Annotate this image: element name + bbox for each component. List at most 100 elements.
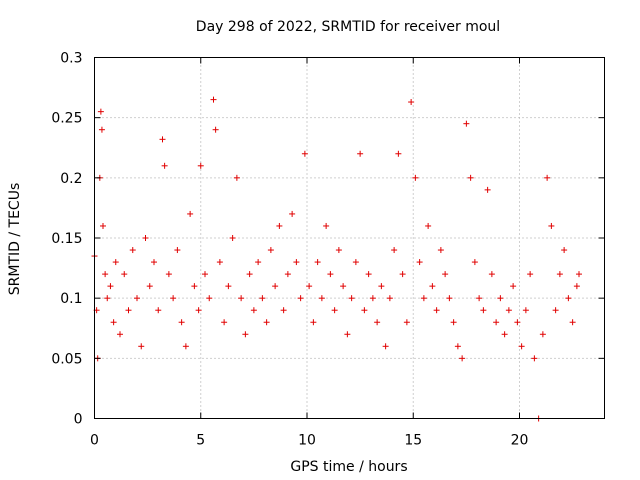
data-point: [138, 343, 145, 350]
data-point: [437, 247, 444, 254]
data-point: [104, 295, 111, 302]
data-point: [195, 307, 202, 314]
x-tick-labels: 0 5 10 15 20: [90, 433, 528, 449]
data-point: [348, 295, 355, 302]
data-point: [505, 307, 512, 314]
data-point: [497, 295, 504, 302]
data-point: [151, 259, 157, 266]
data-point: [416, 259, 423, 266]
data-point: [442, 271, 449, 278]
data-point: [374, 319, 381, 326]
data-points: [91, 96, 582, 422]
data-point: [246, 271, 253, 278]
data-point: [165, 271, 172, 278]
data-point: [259, 295, 266, 302]
data-point: [463, 120, 470, 127]
data-point: [297, 295, 304, 302]
data-point: [357, 150, 364, 157]
data-point: [170, 295, 177, 302]
data-point: [267, 247, 274, 254]
x-tick-label: 15: [404, 433, 422, 449]
data-point: [318, 295, 325, 302]
data-point: [210, 96, 217, 103]
data-point: [493, 319, 500, 326]
data-point: [488, 271, 495, 278]
data-point: [146, 283, 153, 290]
data-point: [467, 174, 474, 181]
chart-title: Day 298 of 2022, SRMTID for receiver mou…: [196, 19, 500, 35]
x-tick-label: 5: [196, 433, 205, 449]
data-point: [276, 222, 283, 229]
data-point: [369, 295, 376, 302]
data-point: [306, 283, 313, 290]
data-point: [110, 319, 117, 326]
data-point: [233, 174, 240, 181]
y-tick-labels: 0 0.05 0.1 0.15 0.2 0.25 0.3: [51, 51, 82, 428]
data-point: [98, 126, 105, 133]
data-point: [573, 283, 580, 290]
data-point: [531, 355, 538, 362]
data-point: [480, 307, 487, 314]
data-point: [178, 319, 185, 326]
data-point: [552, 307, 559, 314]
x-axis-label: GPS time / hours: [290, 459, 407, 475]
data-point: [565, 295, 572, 302]
data-point: [454, 343, 461, 350]
data-point: [382, 343, 389, 350]
data-point: [433, 307, 440, 314]
data-point: [539, 331, 546, 338]
data-point: [97, 108, 104, 115]
data-point: [569, 319, 576, 326]
grid-lines: [94, 57, 605, 419]
data-point: [225, 283, 232, 290]
data-point: [484, 186, 491, 193]
data-point: [514, 319, 521, 326]
x-tick-label: 10: [298, 433, 316, 449]
data-point: [327, 271, 334, 278]
data-point: [263, 319, 270, 326]
y-axis-label: SRMTID / TECUs: [7, 183, 23, 296]
data-point: [272, 283, 279, 290]
data-point: [361, 307, 368, 314]
data-point: [289, 210, 296, 217]
data-point: [280, 307, 287, 314]
data-point: [129, 247, 136, 254]
data-point: [216, 259, 223, 266]
data-point: [365, 271, 372, 278]
data-point: [501, 331, 508, 338]
x-tick-label: 0: [90, 433, 99, 449]
data-point: [323, 222, 330, 229]
y-tick-label: 0.1: [60, 291, 82, 307]
data-point: [576, 271, 582, 278]
data-point: [174, 247, 181, 254]
data-point: [352, 259, 359, 266]
data-point: [335, 247, 342, 254]
data-point: [556, 271, 563, 278]
data-point: [100, 222, 106, 229]
data-point: [395, 150, 402, 157]
data-point: [221, 319, 228, 326]
data-point: [420, 295, 427, 302]
data-point: [187, 210, 194, 217]
data-point: [125, 307, 132, 314]
data-point: [202, 271, 208, 278]
data-point: [403, 319, 410, 326]
data-point: [429, 283, 436, 290]
data-point: [159, 136, 166, 143]
data-point: [471, 259, 478, 266]
y-tick-label: 0.2: [60, 171, 82, 187]
data-point: [250, 307, 257, 314]
data-point: [518, 343, 525, 350]
data-point: [155, 307, 162, 314]
y-tick-label: 0.25: [51, 111, 82, 127]
data-point: [412, 174, 419, 181]
data-point: [548, 222, 555, 229]
data-point: [206, 295, 213, 302]
data-point: [112, 259, 119, 266]
x-tick-label: 20: [511, 433, 529, 449]
data-point: [191, 283, 198, 290]
data-point: [301, 150, 308, 157]
data-point: [182, 343, 189, 350]
data-point: [134, 295, 140, 302]
data-point: [391, 247, 398, 254]
